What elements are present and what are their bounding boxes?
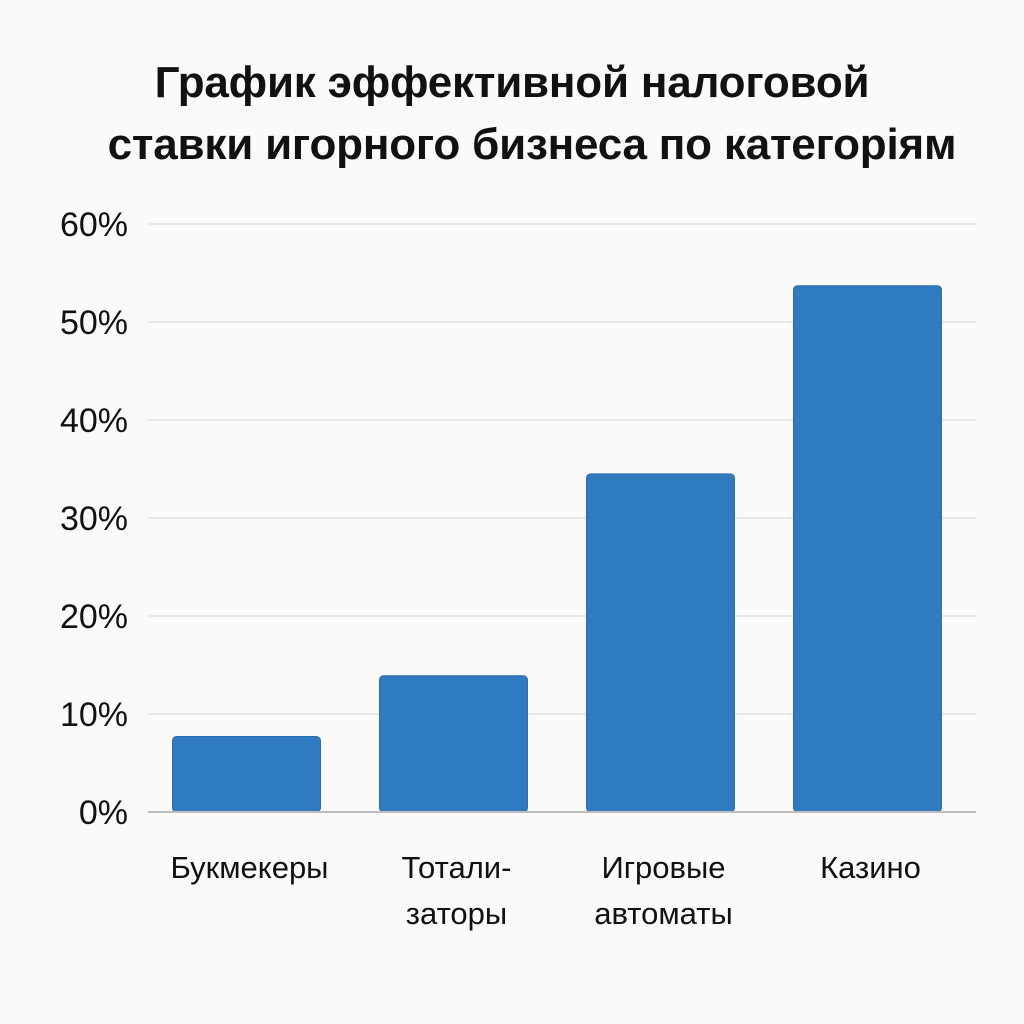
x-tick-label-line: автоматы xyxy=(594,896,732,931)
y-tick-label: 0% xyxy=(79,794,128,832)
y-tick-label: 40% xyxy=(60,402,128,440)
x-tick-label-line: Игровые xyxy=(601,850,725,885)
x-tick-label: Тотали-заторы xyxy=(402,850,512,931)
bar xyxy=(379,675,528,813)
y-tick-label: 20% xyxy=(60,598,128,636)
y-tick-label: 10% xyxy=(60,696,128,734)
x-tick-label: Букмекеры xyxy=(171,850,329,885)
chart-title-line-1: График эффективной налоговой xyxy=(154,58,870,107)
y-tick-label: 60% xyxy=(60,206,128,244)
x-tick-label-line: Тотали- xyxy=(402,850,512,885)
x-axis-tick-labels: Букмекеры Тотали-заторы Игровые автоматы Каз… xyxy=(171,850,921,931)
bar xyxy=(586,473,735,813)
bar xyxy=(793,285,942,813)
x-tick-label-line: Букмекеры xyxy=(171,850,329,885)
chart-title-line-2: ставки игорного бизнеса по категорiям xyxy=(107,120,957,169)
chart-title: График эффективной налоговой ставки игор… xyxy=(0,52,1024,176)
x-tick-label-line: Казино xyxy=(820,850,921,885)
bars xyxy=(172,285,942,813)
x-tick-label: Игровые автоматы xyxy=(594,850,732,931)
y-tick-label: 30% xyxy=(60,500,128,538)
bar xyxy=(172,736,321,813)
x-tick-label: Казино xyxy=(820,850,921,885)
y-tick-label: 50% xyxy=(60,304,128,342)
x-tick-label-line: заторы xyxy=(406,896,507,931)
y-axis-tick-labels: 0% 10% 20% 30% 40% 50% 60% xyxy=(60,206,128,832)
